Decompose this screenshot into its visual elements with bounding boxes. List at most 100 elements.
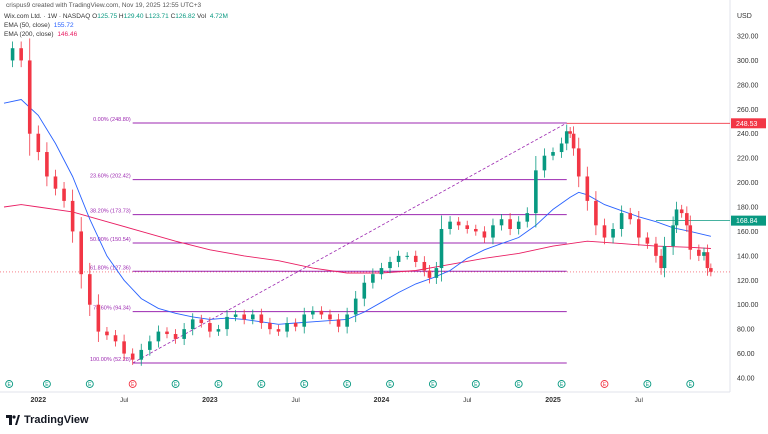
candle-body xyxy=(405,255,409,257)
earnings-marker xyxy=(42,380,51,388)
ema200-legend[interactable]: EMA (200, close) 146.46 xyxy=(4,31,77,38)
earnings-marker-label: E xyxy=(345,382,349,388)
candle-body xyxy=(659,255,663,269)
candle-body xyxy=(671,225,675,247)
candle-body xyxy=(10,48,15,61)
fib-level-label: 38.20% (173.73) xyxy=(90,209,131,215)
candle-body xyxy=(62,188,66,201)
candle-body xyxy=(276,329,281,332)
earnings-marker-label: E xyxy=(560,382,564,388)
earnings-marker xyxy=(557,380,566,388)
candle-body xyxy=(311,310,315,315)
candle-body xyxy=(79,231,84,275)
earnings-marker-label: E xyxy=(45,382,49,388)
y-tick-label: 300.00 xyxy=(737,58,759,65)
fib-level-label: 61.80% (127.36) xyxy=(90,265,131,271)
earnings-marker xyxy=(257,380,266,388)
x-tick-label: 2022 xyxy=(31,397,47,404)
x-tick-label: 2023 xyxy=(202,397,218,404)
ohlc-values: O125.75 H129.40 L123.71 C126.82 xyxy=(92,13,197,20)
earnings-marker-label: E xyxy=(217,382,221,388)
candle-body xyxy=(208,323,212,332)
price-label-box xyxy=(731,215,766,226)
candle-body xyxy=(674,209,679,226)
candle-body xyxy=(654,243,658,256)
tradingview-brand[interactable]: TradingView xyxy=(6,414,89,426)
candle-body xyxy=(465,225,470,229)
ema50-legend[interactable]: EMA (50, close) 155.72 xyxy=(4,22,74,29)
candle-body xyxy=(130,353,135,360)
earnings-marker xyxy=(428,380,437,388)
earnings-marker-label: E xyxy=(646,382,650,388)
candle-body xyxy=(551,152,555,156)
candle-body xyxy=(508,219,512,229)
candle-body xyxy=(422,261,427,271)
candle-body xyxy=(70,200,75,232)
earnings-marker xyxy=(600,380,609,388)
ohlc-o-value: 125.75 xyxy=(97,13,119,20)
candle-body xyxy=(697,249,701,256)
earnings-marker-label: E xyxy=(7,382,11,388)
ohlc-l-value: 123.71 xyxy=(148,13,171,20)
candle-body xyxy=(516,221,521,229)
creator-credit: crispus9 created with TradingView.com, N… xyxy=(6,2,202,9)
candle-body xyxy=(576,148,581,177)
vol-label: Vol xyxy=(196,13,207,20)
y-tick-label: 280.00 xyxy=(737,82,759,89)
candle-body xyxy=(585,176,590,201)
symbol-legend[interactable]: Wix.com Ltd. · 1W · NASDAQ O125.75 H129.… xyxy=(4,13,228,20)
candle-body xyxy=(636,219,641,238)
ohlc-h-value: 129.40 xyxy=(123,13,146,20)
candle-body xyxy=(362,282,367,299)
ohlc-c-value: 126.82 xyxy=(175,13,197,20)
candle-body xyxy=(482,231,487,238)
ema50-label: EMA (50, close) xyxy=(4,22,50,29)
candle-body xyxy=(302,314,307,327)
candle-body xyxy=(328,314,332,320)
y-tick-label: 180.00 xyxy=(737,205,759,212)
candle-body xyxy=(105,331,109,336)
candle-body xyxy=(19,48,23,61)
candle-body xyxy=(628,213,633,220)
y-tick-label: 200.00 xyxy=(737,180,759,187)
fib-level-label: 100.00% (52.28) xyxy=(90,357,131,363)
earnings-marker xyxy=(300,380,309,388)
candle-body xyxy=(345,314,349,327)
candle-body xyxy=(190,319,195,330)
candle-body xyxy=(268,323,272,330)
candle-body xyxy=(564,131,569,144)
earnings-marker xyxy=(5,380,14,388)
earnings-marker-label: E xyxy=(388,382,392,388)
candle-body xyxy=(611,228,615,238)
fib-level-label: 78.60% (94.34) xyxy=(93,306,131,312)
candle-body xyxy=(602,225,607,238)
candle-body xyxy=(173,334,178,339)
ema200-line xyxy=(3,204,711,274)
candle-body xyxy=(165,331,169,335)
candle-body xyxy=(122,341,126,354)
price-label-text: 168.84 xyxy=(736,218,758,225)
earnings-marker xyxy=(171,380,180,388)
ohlc-o-label: O xyxy=(92,13,98,20)
y-tick-label: 100.00 xyxy=(737,302,759,309)
candle-body xyxy=(448,221,452,229)
candle-body xyxy=(233,314,238,317)
price-label-box xyxy=(731,118,766,129)
earnings-marker-label: E xyxy=(431,382,435,388)
price-label-text: 248.53 xyxy=(736,121,758,128)
candle-body xyxy=(87,274,92,305)
candle-body xyxy=(53,176,58,189)
ohlc-l-label: L xyxy=(145,13,149,20)
candle-body xyxy=(427,270,432,278)
candle-body xyxy=(139,349,144,360)
earnings-marker xyxy=(514,380,523,388)
x-tick-label: Jul xyxy=(463,397,472,404)
fib-level-label: 0.00% (248.80) xyxy=(93,117,131,123)
earnings-marker-label: E xyxy=(88,382,92,388)
ema200-label: EMA (200, close) xyxy=(4,31,54,38)
candle-body xyxy=(645,237,650,244)
earnings-marker xyxy=(343,380,352,388)
y-tick-label: 320.00 xyxy=(737,34,759,41)
earnings-marker-label: E xyxy=(303,382,307,388)
